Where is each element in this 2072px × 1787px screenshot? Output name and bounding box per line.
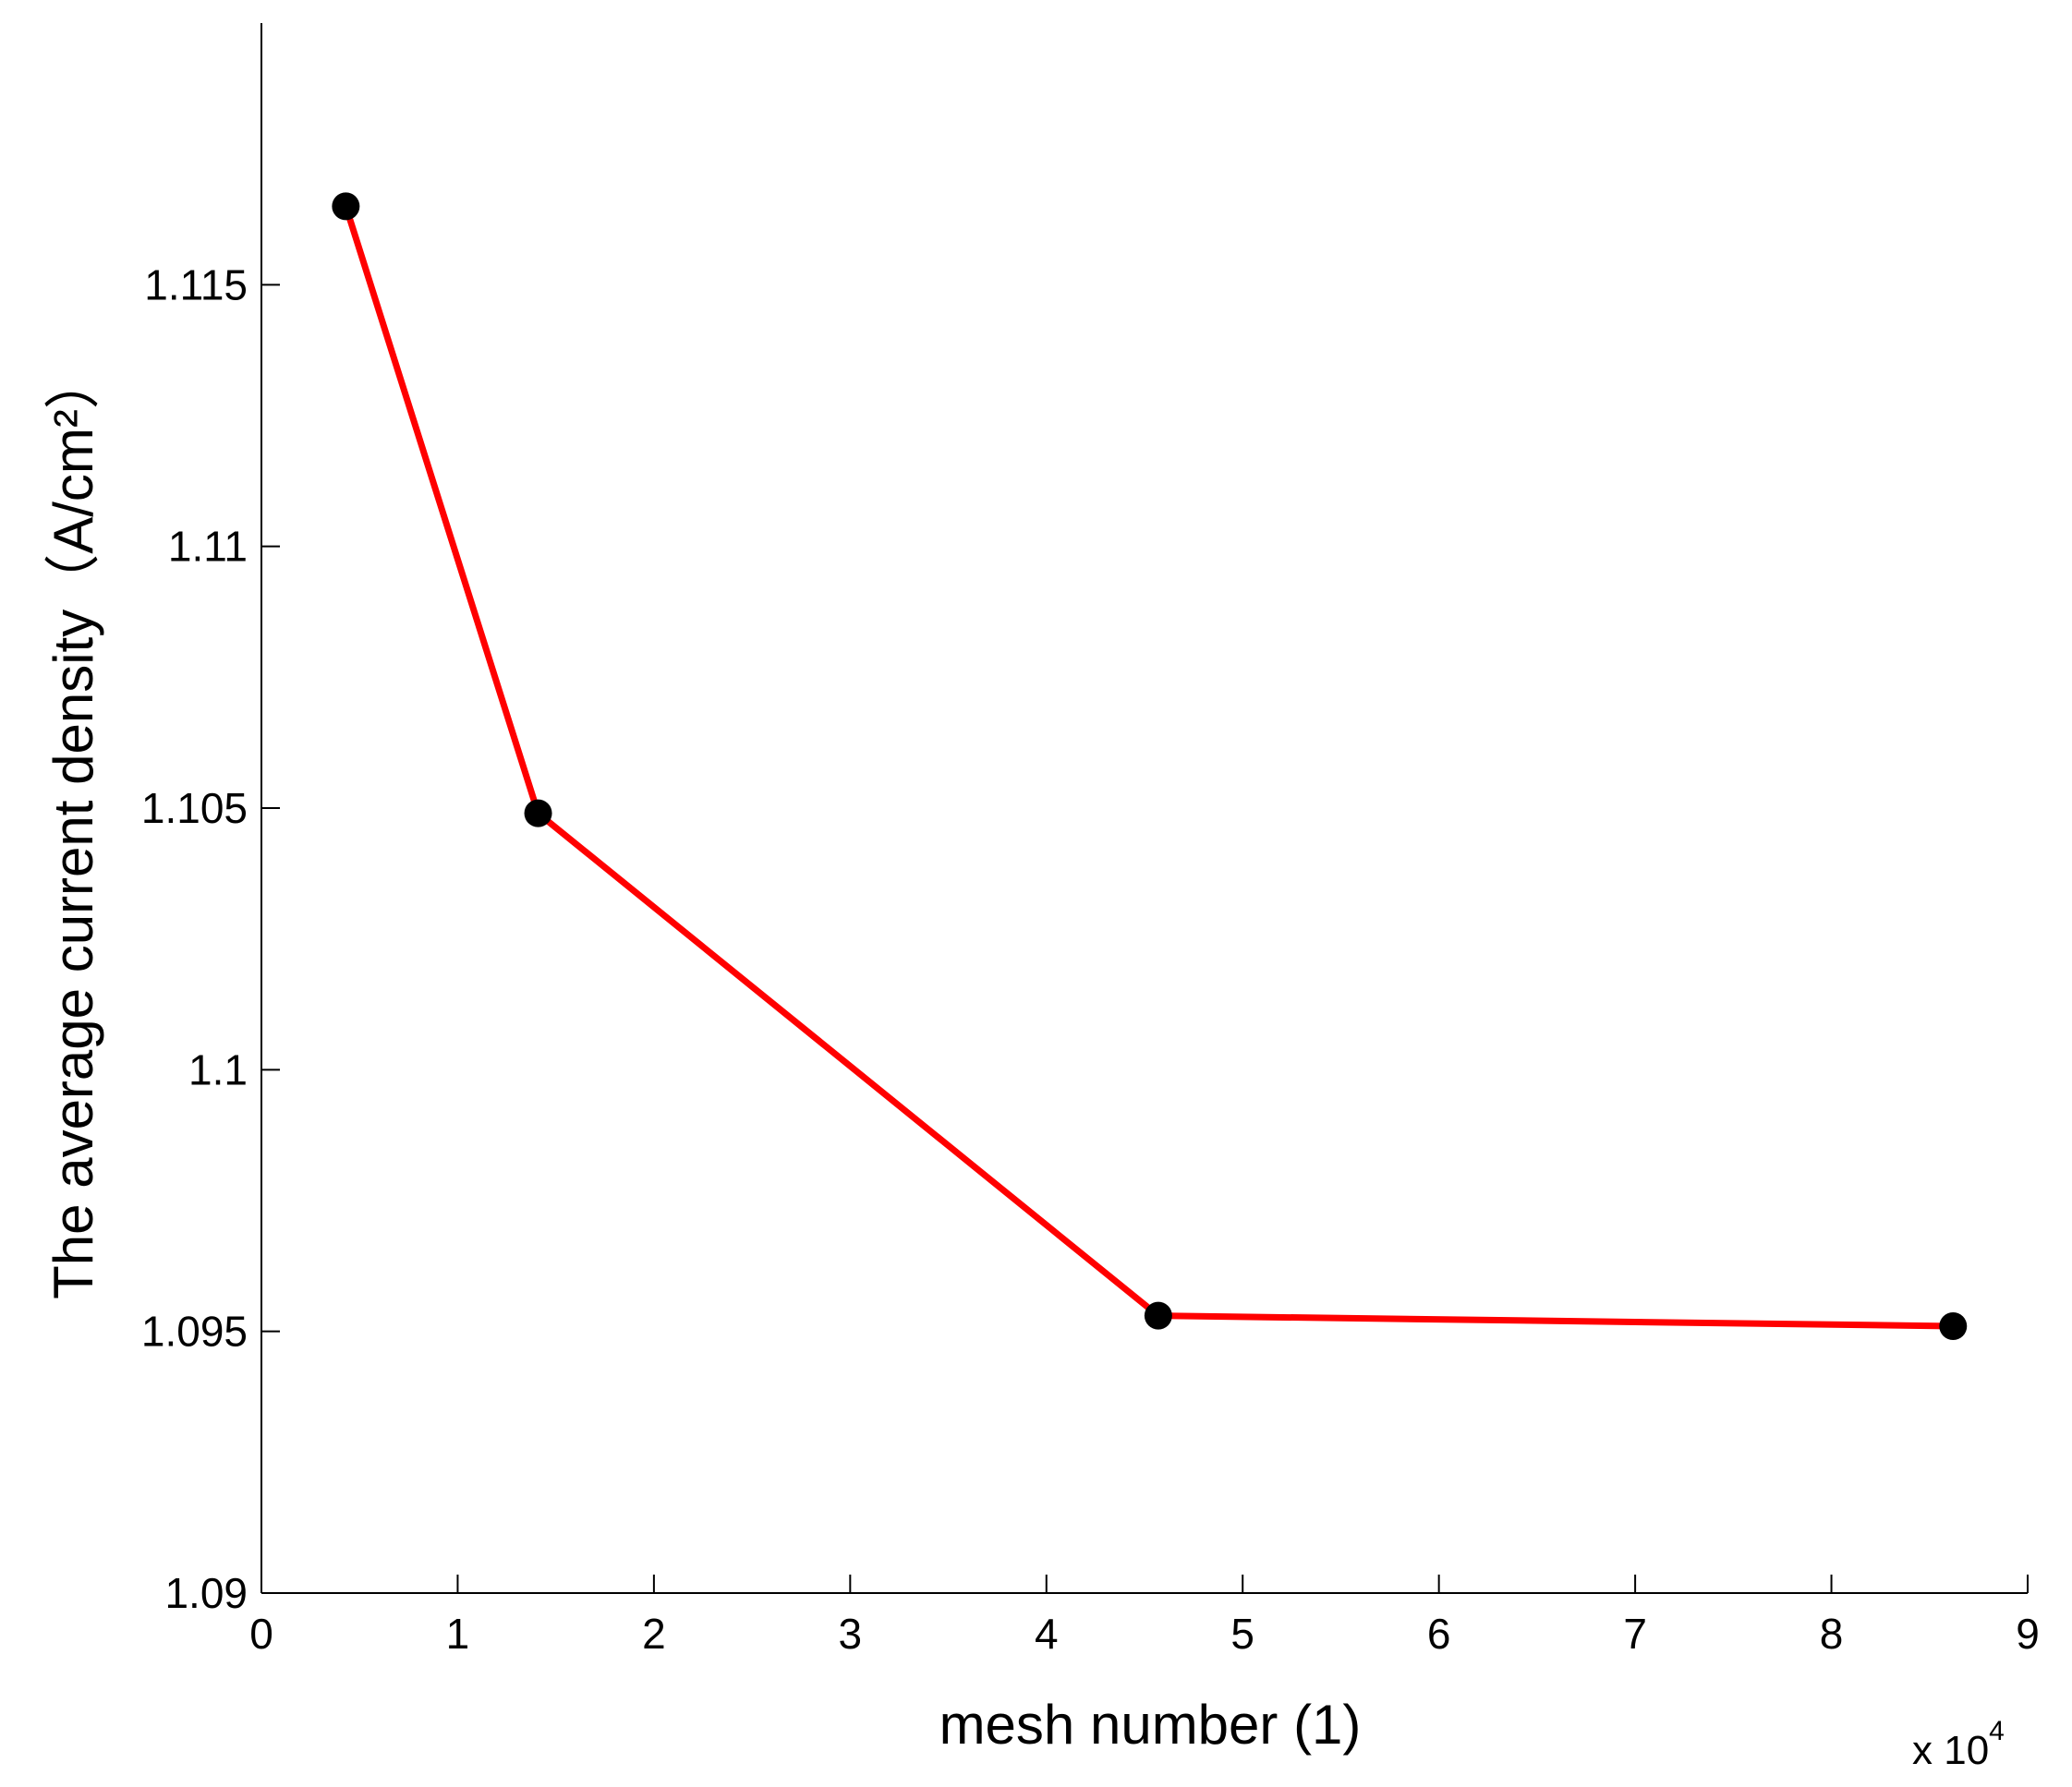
data-series xyxy=(332,192,1968,1340)
x-axis-ticks: 0 1 2 3 4 5 6 7 8 9 xyxy=(249,1575,2040,1658)
x-tick-label: 4 xyxy=(1035,1610,1059,1658)
data-point-marker xyxy=(524,799,552,827)
x-tick-label: 2 xyxy=(642,1610,666,1658)
y-tick-label: 1.11 xyxy=(168,523,248,571)
y-tick-label: 1.1 xyxy=(188,1045,248,1093)
x-tick-label: 9 xyxy=(2016,1610,2040,1658)
x-tick-label: 5 xyxy=(1230,1610,1254,1658)
data-point-marker xyxy=(1144,1301,1172,1330)
data-point-marker xyxy=(1939,1312,1968,1340)
x-axis-title: mesh number (1) xyxy=(939,1694,1362,1756)
x-axis-multiplier: x 104 xyxy=(1912,1716,2005,1773)
x-tick-label: 1 xyxy=(446,1610,470,1658)
series-line xyxy=(343,205,1954,1330)
x-tick-label: 6 xyxy=(1427,1610,1451,1658)
x-axis-multiplier-exponent: 4 xyxy=(1989,1716,2005,1746)
data-point-marker xyxy=(332,192,360,221)
y-tick-label: 1.095 xyxy=(141,1308,248,1356)
x-tick-label: 0 xyxy=(249,1610,273,1658)
y-axis-title: The average current density（A/cm²） xyxy=(42,354,104,1299)
y-tick-label: 1.09 xyxy=(164,1569,248,1617)
x-axis-multiplier-base: x 10 xyxy=(1912,1728,1989,1773)
y-tick-label: 1.105 xyxy=(141,784,248,832)
x-tick-label: 8 xyxy=(1820,1610,1844,1658)
y-tick-label: 1.115 xyxy=(144,260,248,308)
x-tick-label: 7 xyxy=(1623,1610,1647,1658)
x-tick-label: 3 xyxy=(839,1610,863,1658)
y-axis-ticks: 1.09 1.095 1.1 1.105 1.11 1.115 xyxy=(141,260,280,1617)
